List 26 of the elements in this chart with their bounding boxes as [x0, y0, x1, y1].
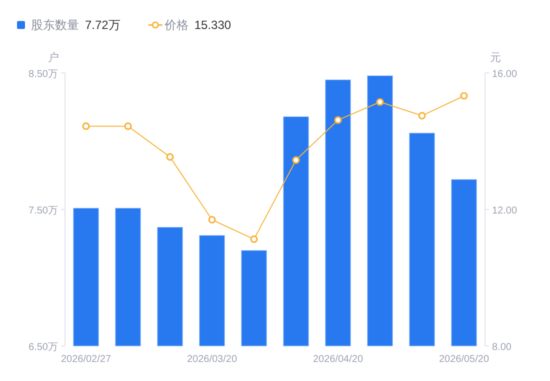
- y2-axis-title: 元: [490, 52, 501, 64]
- legend-label: 价格: [163, 18, 188, 32]
- x-tick-label: 2026/02/27: [60, 354, 112, 365]
- x-tick-label: 2026/04/20: [312, 354, 364, 365]
- point: [292, 156, 300, 164]
- point: [418, 112, 426, 120]
- y-tick-label: 6.50万: [28, 342, 58, 353]
- point: [460, 92, 468, 100]
- legend-label: 股东数量: [31, 18, 79, 32]
- point: [208, 216, 216, 224]
- x-tick-label: 2026/05/20: [438, 354, 490, 365]
- point: [334, 116, 342, 124]
- y2-tick-label: 8.00: [492, 342, 512, 353]
- y-tick-label: 7.50万: [28, 206, 58, 216]
- x-tick-label: 2026/03/20: [186, 354, 238, 365]
- text: 15.330: [194, 18, 232, 32]
- y2-tick-label: 16.00: [492, 69, 518, 80]
- y2-tick-label: 12.00: [492, 206, 518, 216]
- point: [376, 98, 384, 106]
- point: [250, 235, 258, 243]
- text: 7.72万: [85, 18, 120, 32]
- y-axis-title: 户: [48, 51, 59, 64]
- point: [124, 122, 132, 130]
- point: [82, 122, 90, 130]
- point: [166, 153, 174, 161]
- y-tick-label: 8.50万: [28, 69, 58, 80]
